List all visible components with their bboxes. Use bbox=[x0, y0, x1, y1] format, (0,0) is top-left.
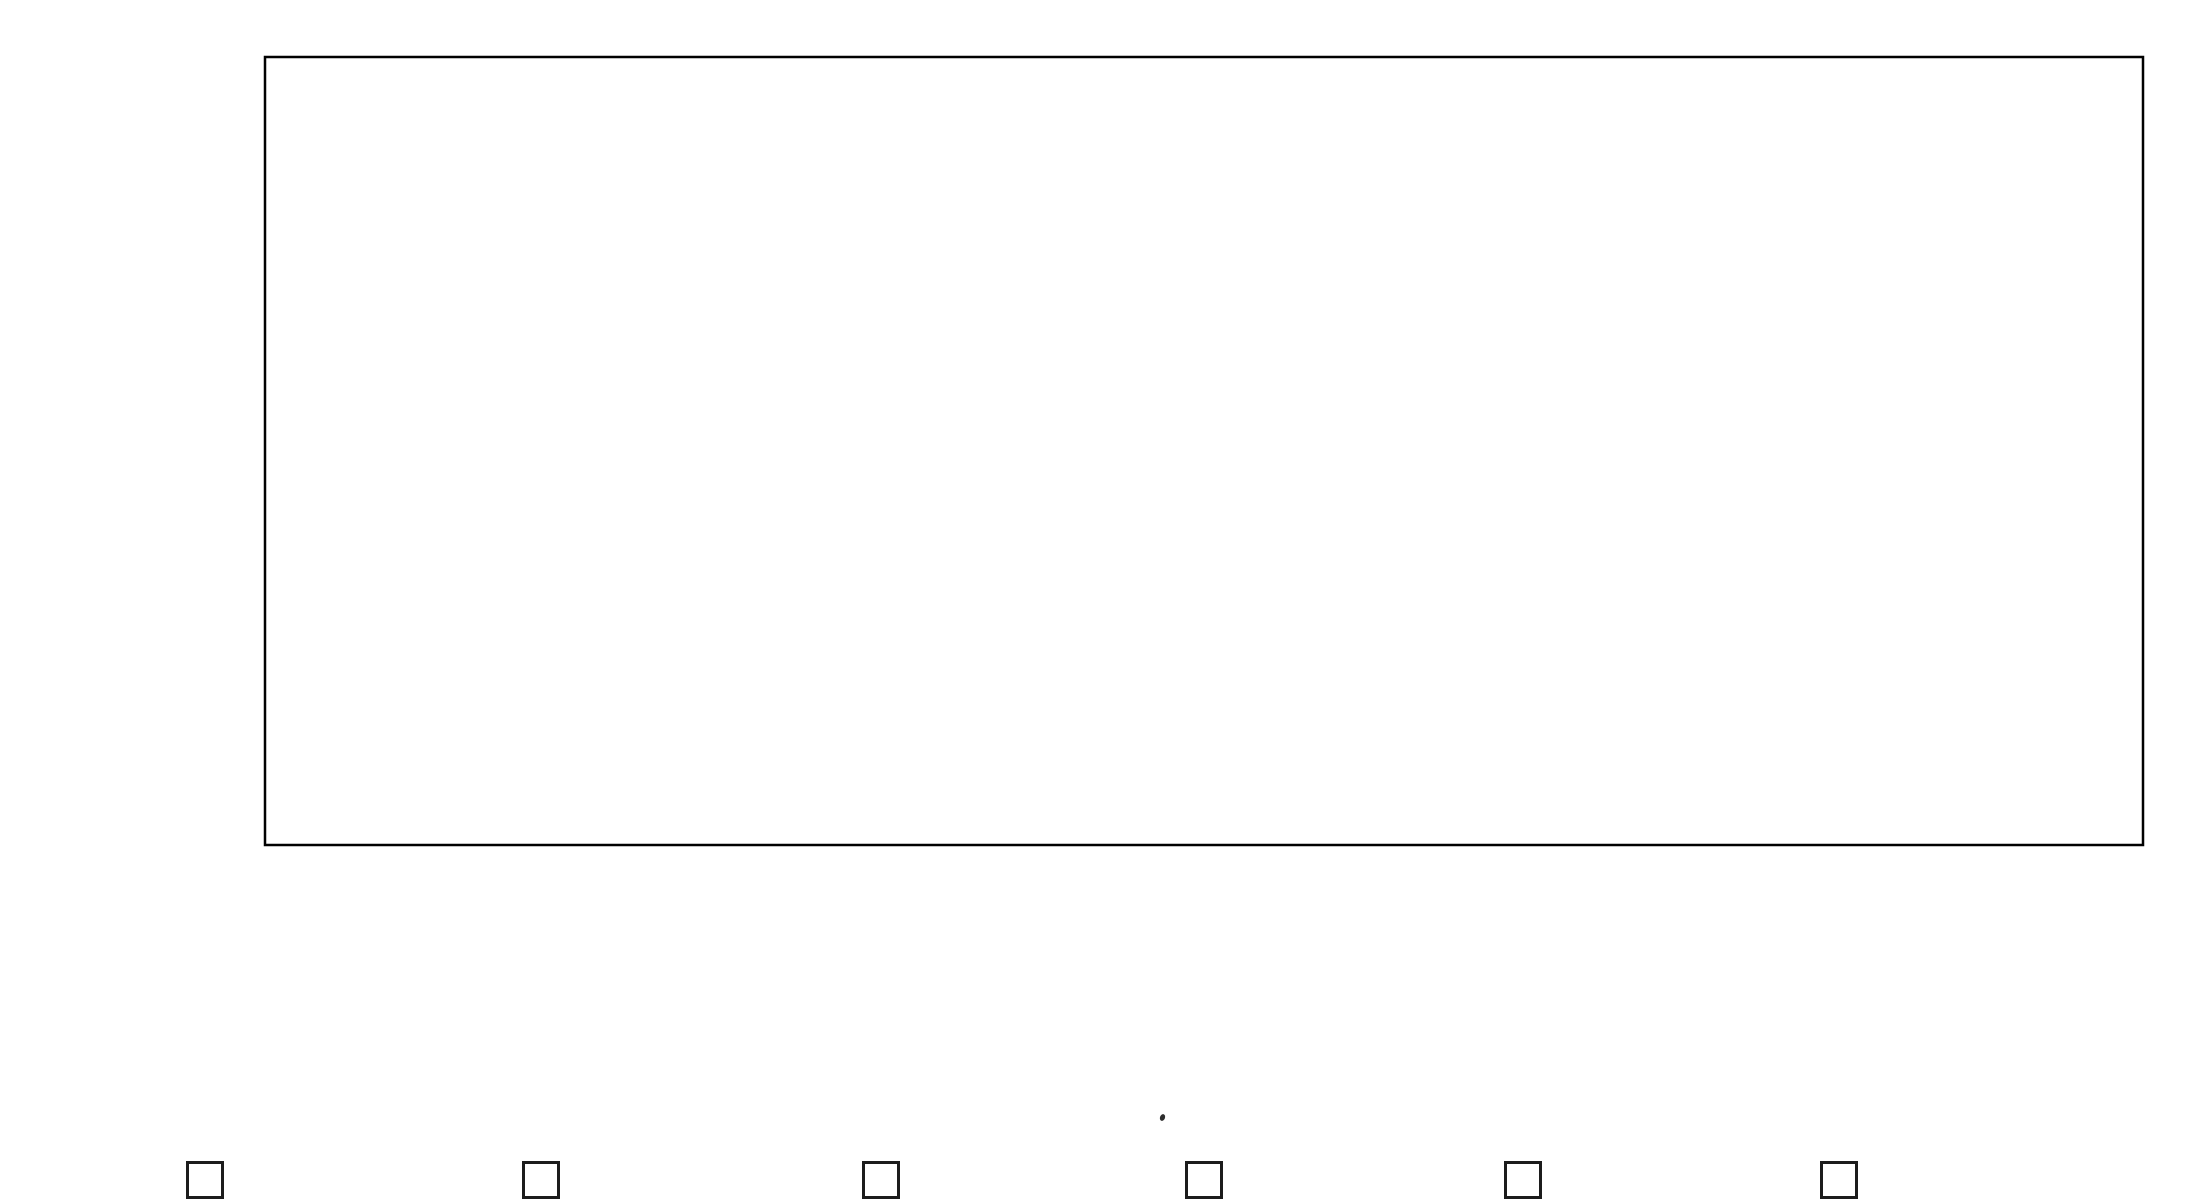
legend-swatch-unique-total bbox=[186, 1161, 224, 1199]
legend-item-unique-total bbox=[186, 1156, 241, 1200]
legend-swatch-repeat-total bbox=[1185, 1161, 1223, 1199]
legend-item-repeat-total bbox=[1185, 1156, 1240, 1200]
legend-item-unique-top bbox=[522, 1156, 577, 1200]
legend-item-repeat-bottom bbox=[1820, 1156, 1875, 1200]
legend-item-unique-bottom bbox=[862, 1156, 917, 1200]
plot-border-box bbox=[263, 55, 2145, 847]
legend-swatch-repeat-bottom bbox=[1820, 1161, 1858, 1199]
legend-swatch-repeat-top bbox=[1504, 1161, 1542, 1199]
legend-swatch-unique-bottom bbox=[862, 1161, 900, 1199]
legend-swatch-unique-top bbox=[522, 1161, 560, 1199]
legend-item-repeat-top bbox=[1504, 1156, 1559, 1200]
